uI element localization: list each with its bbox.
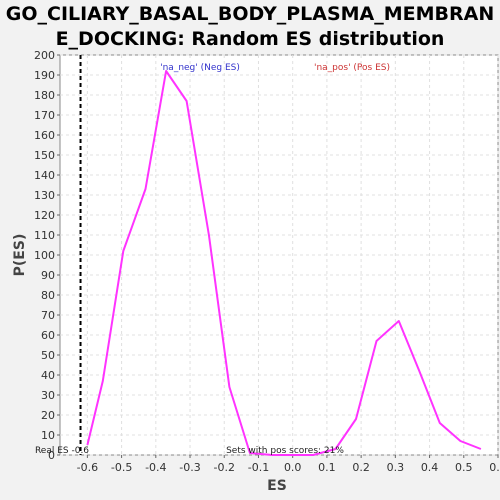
x-tick-label: -0.4 <box>145 461 166 474</box>
x-tick-label: 0.4 <box>421 461 439 474</box>
x-tick-label: -0.1 <box>248 461 269 474</box>
neg-es-label: 'na_neg' (Neg ES) <box>160 63 240 73</box>
y-tick-label: 160 <box>34 129 55 142</box>
y-tick-label: 140 <box>34 169 55 182</box>
y-tick-label: 200 <box>34 49 55 62</box>
y-tick-label: 70 <box>41 309 55 322</box>
series-group <box>86 70 482 456</box>
x-tick-label: -0.6 <box>77 461 98 474</box>
series-line <box>86 70 482 456</box>
y-tick-label: 30 <box>41 389 55 402</box>
y-tick-label: 110 <box>34 229 55 242</box>
y-tick-label: 180 <box>34 89 55 102</box>
chart-title-line2: E_DOCKING: Random ES distribution <box>55 28 445 50</box>
y-tick-label: 10 <box>41 429 55 442</box>
x-axis-label: ES <box>267 478 287 494</box>
x-axis-ticks: -0.6 -0.5 -0.4 -0.3 -0.2 -0.1 0.0 0.1 0.2 0.3 0.4 0… <box>77 455 500 474</box>
x-tick-label: 0.5 <box>455 461 473 474</box>
y-tick-label: 190 <box>34 69 55 82</box>
y-tick-label: 90 <box>41 269 55 282</box>
y-tick-label: 120 <box>34 209 55 222</box>
x-tick-label: 0.2 <box>352 461 370 474</box>
y-axis-label: P(ES) <box>12 234 28 277</box>
y-tick-label: 170 <box>34 109 55 122</box>
pos-scores-label: Sets with pos scores: 21% <box>226 446 344 456</box>
grid-lines <box>60 54 499 456</box>
x-tick-label: 0.1 <box>318 461 336 474</box>
x-tick-label: -0.2 <box>214 461 235 474</box>
x-tick-label: -0.3 <box>179 461 200 474</box>
y-axis-ticks: 0 10 20 30 40 50 60 70 80 90 100 110 120 130 140 150 160… <box>34 49 60 462</box>
x-tick-label: -0.5 <box>111 461 132 474</box>
x-tick-label: 0.3 <box>387 461 405 474</box>
x-tick-label: 0.6 <box>489 461 500 474</box>
pos-es-label: 'na_pos' (Pos ES) <box>314 63 390 73</box>
y-tick-label: 20 <box>41 409 55 422</box>
y-tick-label: 130 <box>34 189 55 202</box>
y-tick-label: 40 <box>41 369 55 382</box>
chart-title-line1: GO_CILIARY_BASAL_BODY_PLASMA_MEMBRAN <box>5 3 495 25</box>
y-tick-label: 50 <box>41 349 55 362</box>
y-tick-label: 80 <box>41 289 55 302</box>
real-es-label: Real ES -0.6 <box>35 446 89 456</box>
chart-title: GO_CILIARY_BASAL_BODY_PLASMA_MEMBRAN E_D… <box>0 2 500 52</box>
y-tick-label: 150 <box>34 149 55 162</box>
y-tick-label: 100 <box>34 249 55 262</box>
y-tick-label: 0 <box>48 449 55 462</box>
x-tick-label: 0.0 <box>284 461 302 474</box>
y-tick-label: 60 <box>41 329 55 342</box>
